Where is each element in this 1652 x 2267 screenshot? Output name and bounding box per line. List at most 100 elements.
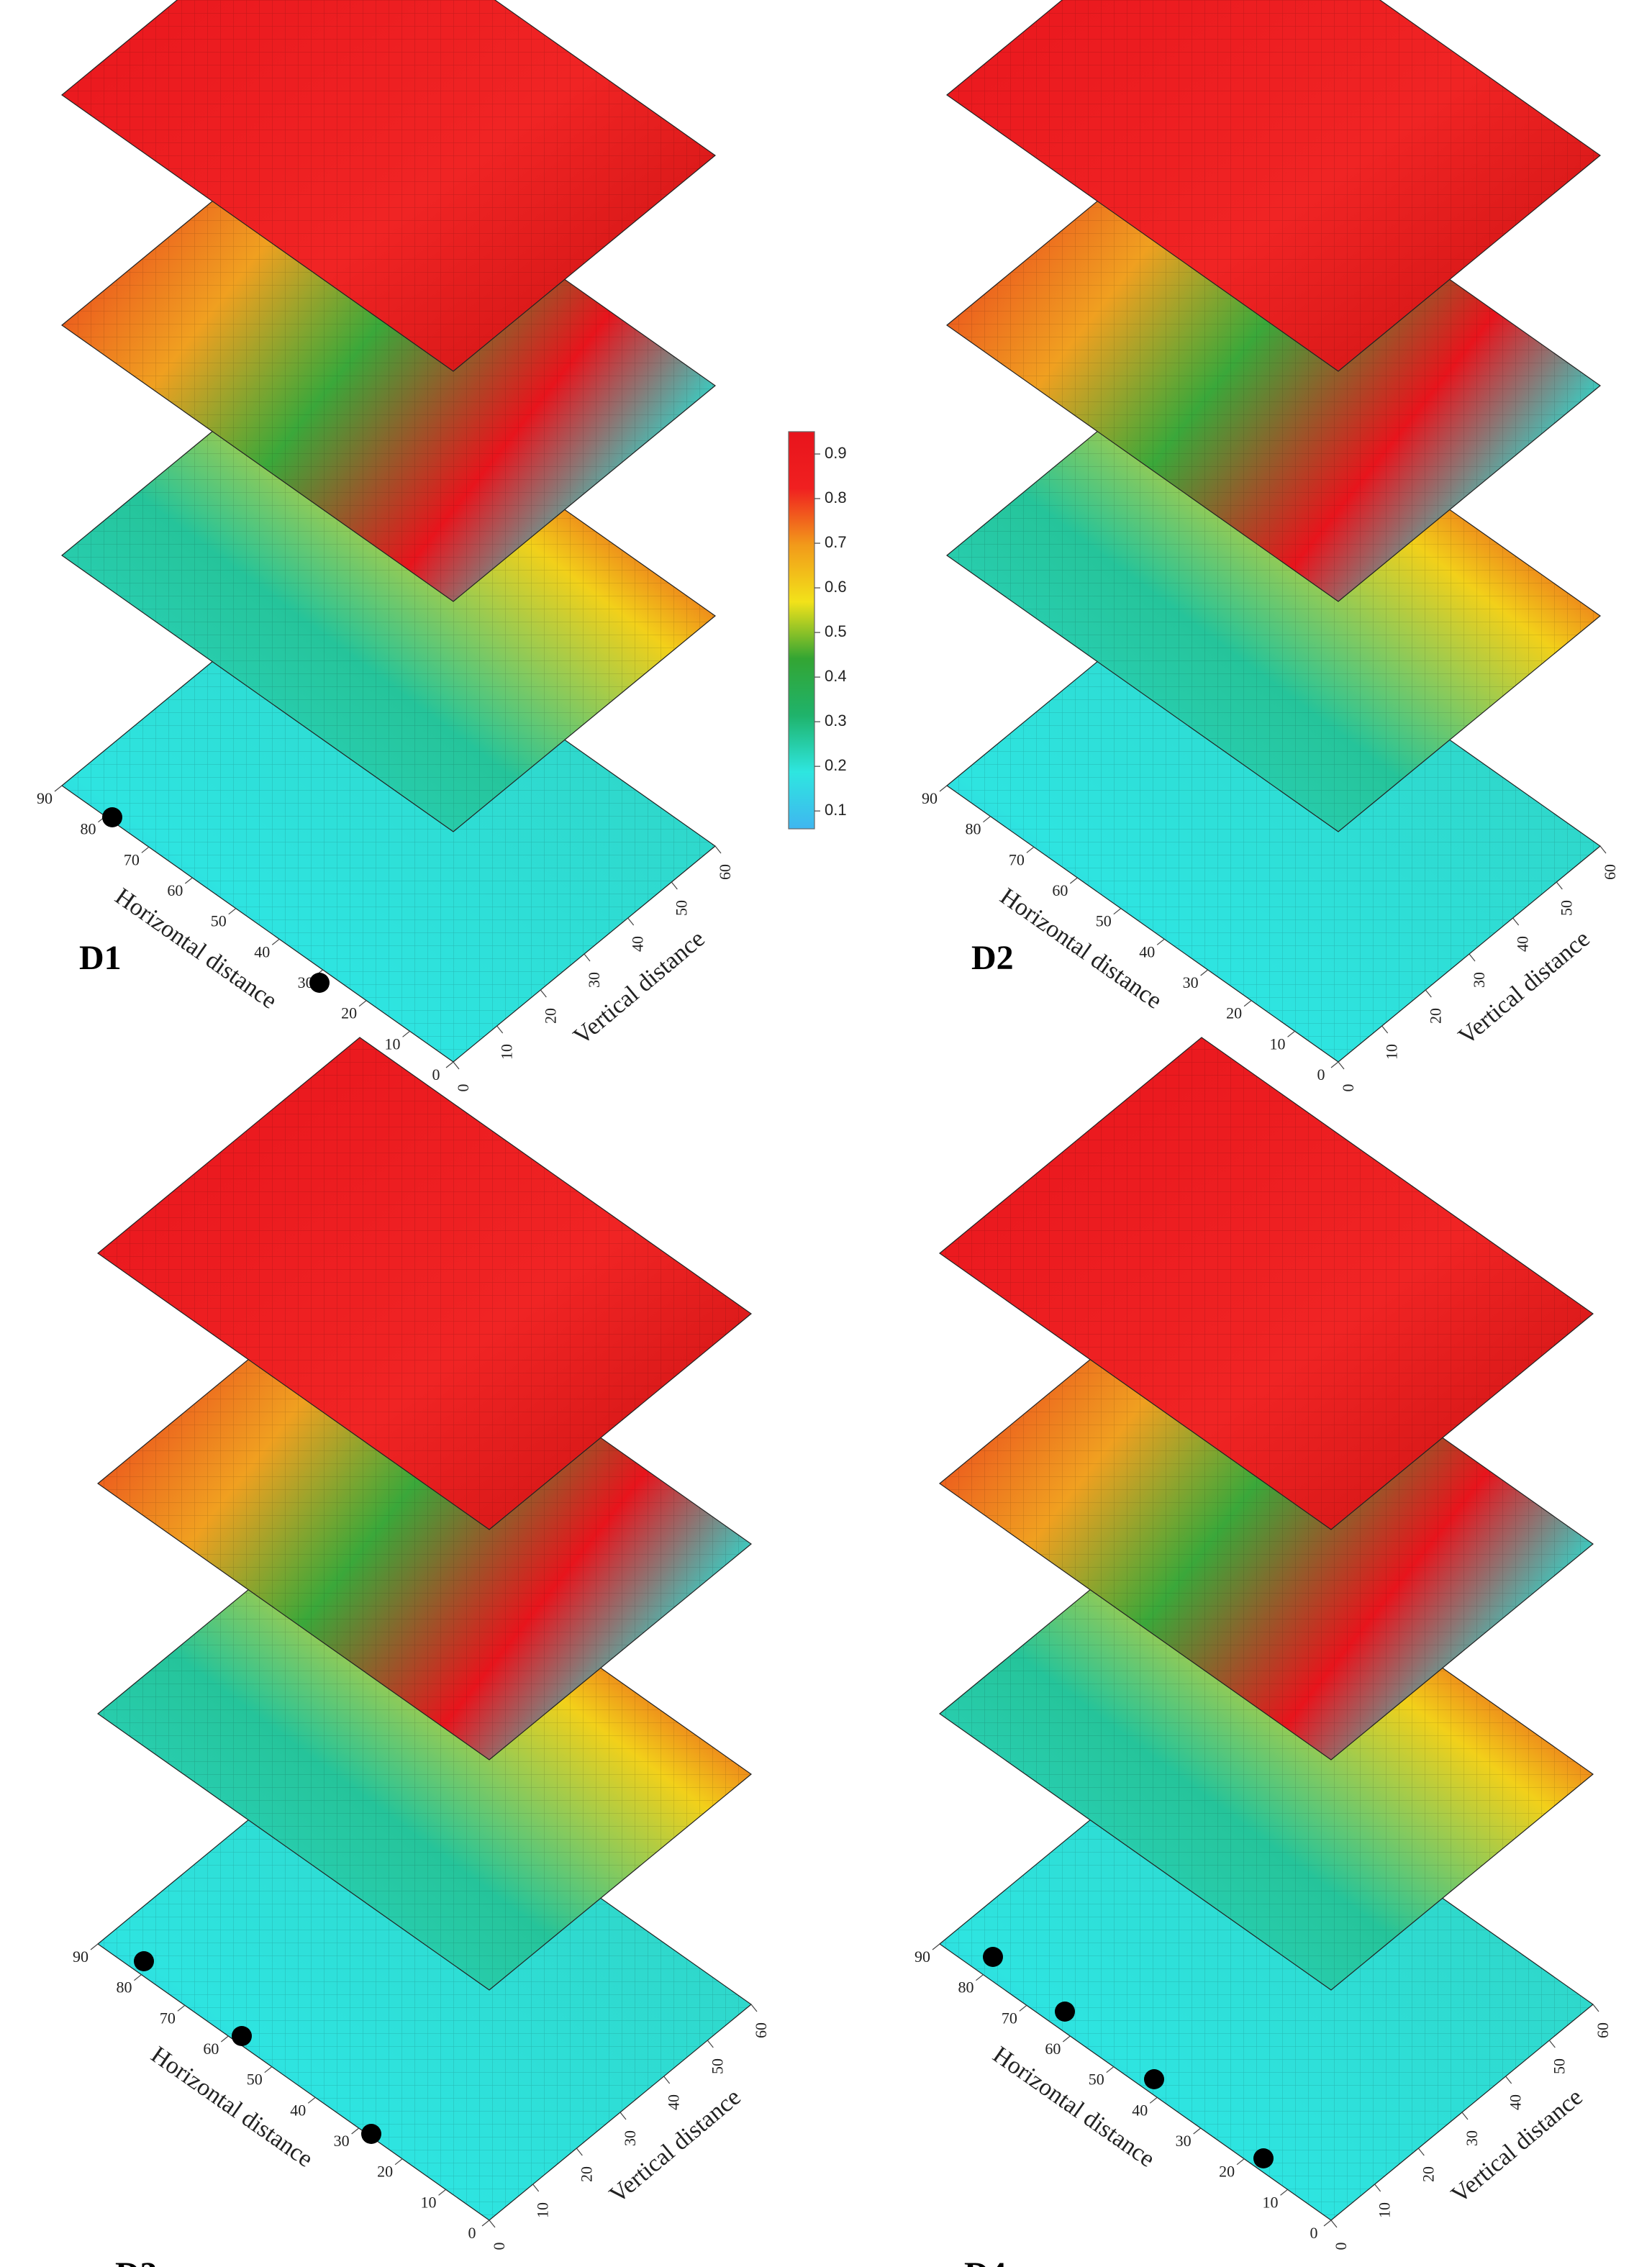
x-tick-label: 70: [160, 2009, 176, 2027]
surface-mesh: [940, 1498, 1593, 1990]
x-tick: [1193, 2127, 1202, 2135]
marker-dot: [102, 807, 122, 827]
y-tick: [1425, 989, 1432, 998]
x-tick: [438, 2189, 446, 2196]
y-tick: [1381, 1025, 1389, 1034]
surface-mesh: [98, 1268, 751, 1760]
surface-mesh: [62, 340, 715, 832]
x-tick-label: 20: [341, 1004, 357, 1022]
y-tick-label: 40: [629, 936, 647, 952]
y-tick: [489, 2220, 496, 2228]
x-tick: [271, 938, 280, 945]
panel-label: D4: [964, 2255, 1007, 2267]
x-tick-label: 70: [1002, 2009, 1017, 2027]
y-tick: [1417, 2148, 1425, 2156]
y-tick: [453, 1061, 460, 1070]
x-tick-label: 10: [1263, 2193, 1279, 2211]
y-tick: [584, 953, 591, 962]
y-tick-label: 20: [541, 1008, 559, 1024]
x-tick-label: 40: [1132, 2101, 1148, 2119]
y-tick-label: 50: [672, 900, 690, 916]
y-tick: [1374, 2184, 1381, 2192]
y-tick-label: 10: [1383, 1044, 1401, 1060]
surface-mesh: [940, 1268, 1593, 1760]
colorbar-body: [788, 431, 815, 830]
x-tick: [1149, 2096, 1158, 2104]
y-tick: [496, 1025, 504, 1034]
surface-panel: 01020304050607080900102030405060Horizont…: [73, 1037, 770, 2267]
colorbar-tick-label: 0.3: [825, 712, 847, 730]
x-tick-label: 90: [37, 789, 53, 807]
y-tick: [627, 917, 635, 926]
y-tick: [671, 881, 678, 890]
x-tick-label: 80: [958, 1978, 974, 1996]
x-tick: [402, 1030, 410, 1037]
x-tick-label: 30: [1176, 2132, 1192, 2150]
y-tick-label: 30: [585, 972, 603, 988]
y-tick: [707, 2040, 714, 2048]
x-tick: [1019, 2004, 1027, 2012]
x-tick-label: 30: [334, 2132, 350, 2150]
panel-label: D1: [79, 939, 122, 977]
x-tick: [1243, 1000, 1252, 1007]
y-tick: [1599, 845, 1607, 854]
surface-mesh: [940, 1037, 1593, 1530]
y-tick-label: 60: [716, 864, 734, 880]
marker-dot: [134, 1951, 154, 1971]
x-tick: [1113, 908, 1122, 915]
x-tick: [1106, 2066, 1115, 2073]
y-tick: [576, 2148, 583, 2156]
colorbar: 0.1 0.2 0.3 0.4 0.5 0.6 0.7 0.8 0.9: [788, 431, 847, 830]
y-tick: [620, 2112, 627, 2120]
surface-panel: 01020304050607080900102030405060Horizont…: [922, 0, 1619, 1092]
x-tick-label: 90: [914, 1948, 930, 1966]
surface-mesh: [98, 1037, 751, 1530]
y-tick: [1505, 2076, 1512, 2084]
y-tick: [1548, 2040, 1556, 2048]
y-tick: [540, 989, 547, 998]
marker-dot: [1253, 2148, 1274, 2168]
y-tick: [1338, 1061, 1345, 1070]
x-tick-label: 50: [1096, 912, 1112, 930]
y-tick-label: 40: [1507, 2094, 1525, 2110]
x-tick-label: 60: [167, 881, 183, 899]
y-tick-label: 30: [621, 2130, 639, 2146]
x-tick-label: 60: [1045, 2040, 1061, 2058]
x-tick-label: 10: [421, 2193, 437, 2211]
x-tick: [932, 1943, 940, 1950]
x-tick-label: 0: [1310, 2224, 1318, 2242]
x-tick-label: 40: [290, 2101, 306, 2119]
colorbar-tick-label: 0.4: [825, 667, 847, 685]
x-tick-label: 60: [203, 2040, 219, 2058]
marker-dot: [361, 2124, 381, 2144]
marker-dot: [983, 1947, 1003, 1967]
y-tick-label: 10: [1376, 2202, 1394, 2218]
y-tick-label: 10: [498, 1044, 516, 1060]
x-tick: [983, 816, 991, 823]
x-tick: [307, 2096, 316, 2104]
y-tick-label: 50: [1550, 2058, 1568, 2074]
colorbar-tick-label: 0.7: [825, 533, 847, 551]
x-tick: [1287, 1030, 1295, 1037]
y-tick-label: 0: [490, 2243, 508, 2250]
surface-mesh: [98, 1728, 751, 2220]
y-tick: [750, 2004, 758, 2012]
x-tick-label: 10: [385, 1035, 401, 1053]
x-tick: [141, 846, 150, 853]
y-tick-label: 20: [577, 2166, 595, 2182]
surface-mesh: [947, 109, 1600, 601]
marker-dot: [1055, 2002, 1075, 2022]
x-tick-label: 90: [922, 789, 938, 807]
y-tick: [1469, 953, 1476, 962]
x-tick-label: 80: [965, 820, 981, 838]
x-tick-label: 20: [377, 2163, 393, 2181]
y-tick: [1512, 917, 1520, 926]
y-tick-label: 0: [1339, 1084, 1357, 1092]
surface-mesh: [98, 1498, 751, 1990]
x-tick-label: 0: [432, 1066, 440, 1083]
x-tick: [351, 2127, 360, 2135]
y-tick-label: 30: [1470, 972, 1488, 988]
x-tick-label: 20: [1219, 2163, 1235, 2181]
